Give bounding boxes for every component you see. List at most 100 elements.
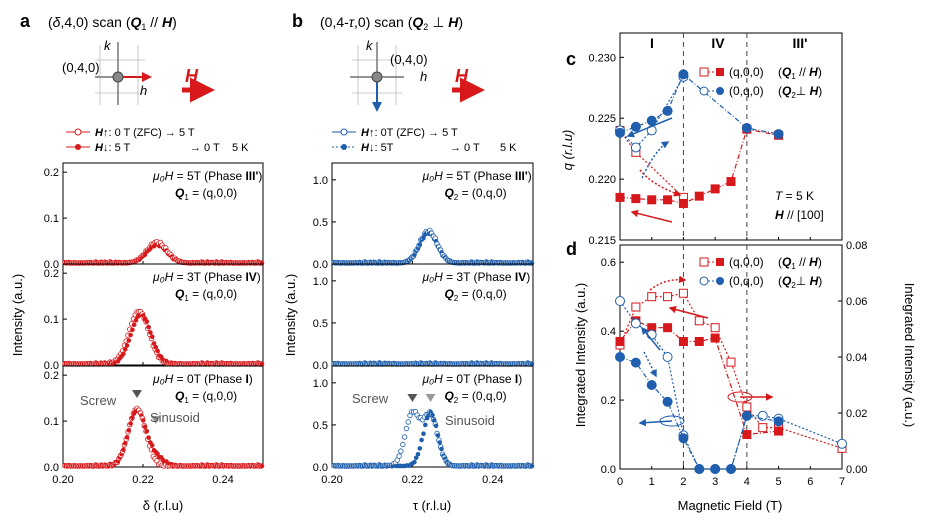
y2-tick-label: 0.02 (846, 408, 867, 420)
data-point-filled (149, 334, 155, 340)
y-tick-label: 0.220 (588, 174, 616, 186)
series-line (619, 130, 684, 198)
data-point (678, 288, 688, 298)
data-point-filled (146, 324, 151, 330)
x-tick-label: 7 (839, 476, 845, 488)
y-tick-label: 1.0 (313, 276, 328, 288)
y-tick-label: 1.0 (313, 378, 328, 390)
y-tick-label: 0.230 (588, 52, 616, 64)
sweep-arrow (626, 117, 673, 138)
data-point-filled (419, 437, 424, 443)
data-point (615, 296, 625, 306)
scan-subplot: 0.0 0.5 1.0 μ₀H = 3T (Phase IV) Q2 = (0,q,0) (313, 263, 535, 372)
data-point-filled (130, 327, 135, 333)
y-tick-label: 0.1 (44, 416, 59, 428)
data-point (615, 192, 625, 202)
svg-text:h: h (140, 83, 147, 98)
svg-text:(Q2⊥ H): (Q2⊥ H) (778, 274, 822, 290)
x-tick-label: 3 (712, 476, 718, 488)
data-point (726, 464, 736, 474)
panel-a-title: (δ,4,0) scan (Q1 // H) (48, 14, 177, 32)
data-point-open (398, 448, 404, 454)
x-tick-label: 0.24 (212, 474, 233, 486)
data-point (773, 416, 784, 427)
data-point-filled (130, 415, 135, 421)
panel-label-a: a (20, 11, 31, 31)
field-annotation: μ₀H = 0T (Phase I) (152, 372, 253, 386)
y-tick-label: 0.5 (313, 318, 328, 330)
data-point (710, 184, 720, 194)
q-annotation: Q2 = (0,q,0) (444, 186, 506, 202)
data-point (726, 177, 736, 187)
svg-text:H↑: 0T (ZFC) → 5 T: H↑: 0T (ZFC) → 5 T (361, 127, 458, 139)
field-annotation: μ₀H = 3T (Phase IV) (421, 270, 530, 284)
scan-subplot: 0.0 0.1 0.2 μ₀H = 3T (Phase IV) Q1 = (q,0,0) (44, 263, 265, 372)
series-line (619, 76, 684, 149)
x-tick-label: 1 (649, 476, 655, 488)
sinusoid-marker (150, 416, 161, 424)
panel-b-ylabel: Intensity (a.u.) (283, 274, 298, 356)
data-point (757, 410, 768, 421)
y-tick-label: 0.2 (44, 370, 59, 382)
data-point-filled (124, 343, 130, 348)
data-point (678, 69, 689, 80)
data-point-filled (146, 435, 151, 440)
data-point (742, 430, 752, 440)
svg-text:(q,0,0): (q,0,0) (729, 65, 764, 79)
data-point-filled (155, 451, 160, 457)
phase-label-IV: IV (711, 35, 725, 51)
data-point (837, 438, 847, 449)
scan-subplot: 0.0 0.5 1.0 μ₀H = 5T (Phase III') Q2 = (0,q,… (313, 162, 535, 271)
panel-d-legend: (q,0,0) (Q1 // H) (0,q,0) (Q2⊥ H) (699, 255, 822, 290)
y2-tick-label: 0.08 (846, 240, 867, 252)
data-point (694, 464, 705, 474)
y2-tick-label: 0.06 (846, 296, 867, 308)
data-point-filled (140, 418, 146, 423)
data-point-filled (122, 347, 128, 352)
data-point (774, 426, 784, 436)
x-tick-label: 0 (617, 476, 623, 488)
data-point-filled (259, 463, 265, 469)
data-point (646, 380, 657, 390)
sweep-arrow (641, 141, 670, 179)
data-point-filled (126, 428, 132, 433)
data-point (662, 352, 673, 362)
q-annotation: Q1 = (q,0,0) (175, 186, 237, 202)
y2-tick-label: 0.00 (846, 464, 867, 476)
data-point-filled (421, 235, 426, 241)
y-tick-label: 0.2 (601, 395, 616, 407)
data-point-filled (417, 242, 423, 247)
data-point (615, 336, 625, 346)
svg-text:5 K: 5 K (232, 142, 249, 154)
field-label-a: H (185, 66, 199, 86)
data-point-filled (126, 338, 132, 343)
data-point-filled (155, 348, 160, 354)
panel-a-ylabel: Intensity (a.u.) (10, 274, 25, 356)
data-point (741, 122, 752, 133)
x-tick-label: 2 (680, 476, 686, 488)
scan-panel-a: 0.0 0.1 0.2 μ₀H = 5T (Phase III') Q1 = (q,0,… (44, 162, 265, 486)
q-annotation: Q1 = (q,0,0) (175, 287, 237, 303)
panel-a-xlabel: δ (r.l.u) (143, 498, 183, 513)
panel-b-xlabel: τ (r.l.u) (413, 498, 451, 513)
data-point (630, 142, 641, 153)
screw-label: Screw (352, 391, 389, 406)
data-point-open (396, 453, 402, 459)
x-tick-label: 0.24 (482, 474, 503, 486)
field-annotation: μ₀H = 5T (Phase III') (152, 169, 262, 183)
panel-label-c: c (566, 49, 576, 69)
field-annotation: μ₀H = 3T (Phase IV) (152, 270, 261, 284)
x-tick-label: 0.20 (321, 474, 342, 486)
sinusoid-label: Sinusoid (150, 410, 200, 425)
data-point (615, 127, 625, 138)
data-point (742, 402, 752, 412)
y-tick-label: 0.5 (313, 420, 328, 432)
svg-text:k: k (104, 38, 112, 53)
svg-text:h: h (420, 69, 427, 84)
panel-label-d: d (566, 239, 577, 259)
y-tick-label: 0.0 (601, 464, 616, 476)
data-point-open (400, 441, 406, 448)
sinusoid-marker (425, 394, 436, 402)
y-tick-label: 0.2 (44, 167, 59, 179)
y2-tick-label: 0.04 (846, 352, 867, 364)
